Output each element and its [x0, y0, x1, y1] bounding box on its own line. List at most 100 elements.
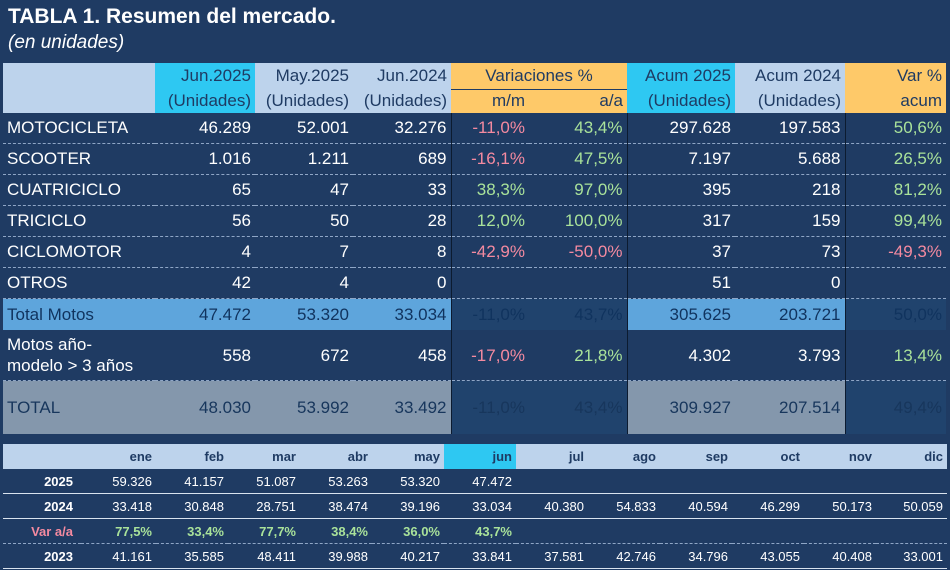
header-mm: m/m [451, 89, 529, 113]
monthly-cell-jun: 43,7% [444, 518, 516, 544]
header-units: (Unidades) [255, 89, 353, 113]
cell-mm: 38,3% [451, 174, 529, 206]
monthly-cell-nov [804, 518, 876, 544]
month-header-mar: mar [228, 444, 300, 469]
monthly-table: ene feb mar abr may jun jul ago sep oct nov dic 202… [3, 444, 947, 569]
monthly-row: 2024 33.418 30.848 28.751 38.474 39.196 33.034… [3, 493, 947, 519]
monthly-cell-jun: 33.034 [444, 493, 516, 519]
monthly-cell-mar: 51.087 [228, 469, 300, 494]
header-units: (Unidades) [155, 89, 255, 113]
cell-jun2024: 458 [353, 330, 452, 381]
cell-aa: 43,4% [529, 113, 628, 144]
cell-mm: -16,1% [451, 143, 529, 175]
row-name: CICLOMOTOR [3, 236, 155, 268]
cell-jun2025: 65 [155, 174, 255, 206]
cell-aa: -50,0% [529, 236, 628, 268]
monthly-cell-oct: 46.299 [732, 493, 804, 519]
monthly-cell-dic [876, 518, 947, 544]
cell-acum2024: 3.793 [735, 330, 845, 381]
table-title: TABLA 1. Resumen del mercado. [8, 5, 336, 28]
cell-var: 99,4% [844, 205, 946, 237]
monthly-cell-jul: 40.380 [516, 493, 588, 519]
monthly-row-label: 2023 [3, 543, 81, 569]
cell-acum2025: 309.927 [627, 380, 735, 434]
monthly-cell-jun: 33.841 [444, 543, 516, 569]
month-header-dic: dic [876, 444, 947, 469]
row-name-line1: Motos año- [7, 335, 93, 354]
header-jun2024: Jun.2024 [353, 63, 451, 89]
cell-mm: -11,0% [451, 298, 529, 330]
cell-acum2024: 0 [735, 267, 845, 299]
cell-may2025: 4 [255, 267, 353, 299]
month-header-ago: ago [588, 444, 660, 469]
cell-acum2024: 73 [735, 236, 845, 268]
cell-may2025: 52.001 [255, 113, 353, 144]
cell-jun2025: 56 [155, 205, 255, 237]
monthly-cell-ago: 42.746 [588, 543, 660, 569]
header-aa: a/a [529, 89, 627, 113]
table-row-ciclomotor: CICLOMOTOR 4 7 8 -42,9% -50,0% 37 73 -49… [3, 236, 946, 268]
cell-jun2025: 42 [155, 267, 255, 299]
monthly-cell-abr: 53.263 [300, 469, 372, 494]
monthly-cell-may: 53.320 [372, 469, 444, 494]
table-row-triciclo: TRICICLO 56 50 28 12,0% 100,0% 317 159 9… [3, 205, 946, 237]
cell-var [844, 267, 946, 299]
header-units: (Unidades) [353, 89, 451, 113]
monthly-cell-feb: 35.585 [156, 543, 228, 569]
monthly-cell-jun: 47.472 [444, 469, 516, 494]
cell-jun2024: 689 [353, 143, 452, 175]
table-row-motocicleta: MOTOCICLETA 46.289 52.001 32.276 -11,0% … [3, 113, 946, 144]
cell-jun2024: 8 [353, 236, 452, 268]
cell-acum2024: 197.583 [735, 113, 845, 144]
cell-jun2025: 46.289 [155, 113, 255, 144]
row-name-line2: modelo > 3 años [7, 356, 134, 375]
cell-jun2024: 33 [353, 174, 452, 206]
cell-mm [451, 267, 529, 299]
row-name: Total Motos [3, 298, 155, 330]
header-acum2025: Acum 2025 [627, 63, 735, 89]
monthly-row: 2023 41.161 35.585 48.411 39.988 40.217 33.841… [3, 543, 947, 569]
cell-may2025: 7 [255, 236, 353, 268]
cell-acum2025: 4.302 [627, 330, 735, 381]
cell-jun2024: 33.034 [353, 298, 452, 330]
cell-var: 49,4% [844, 380, 946, 434]
cell-acum2024: 218 [735, 174, 845, 206]
header-units: (Unidades) [735, 89, 845, 113]
table-subtitle: (en unidades) [8, 32, 125, 53]
cell-jun2024: 33.492 [353, 380, 452, 434]
cell-acum2025: 297.628 [627, 113, 735, 144]
monthly-cell-may: 40.217 [372, 543, 444, 569]
cell-jun2025: 4 [155, 236, 255, 268]
monthly-cell-jul [516, 469, 588, 494]
monthly-cell-ago [588, 469, 660, 494]
cell-mm: -11,0% [451, 380, 529, 434]
cell-acum2025: 317 [627, 205, 735, 237]
cell-acum2024: 203.721 [735, 298, 845, 330]
monthly-cell-dic: 33.001 [876, 543, 947, 569]
monthly-cell-sep: 34.796 [660, 543, 732, 569]
monthly-cell-abr: 39.988 [300, 543, 372, 569]
cell-aa: 47,5% [529, 143, 628, 175]
month-header-abr: abr [300, 444, 372, 469]
monthly-body: 2025 59.326 41.157 51.087 53.263 53.320 47.472… [3, 469, 947, 569]
cell-jun2024: 28 [353, 205, 452, 237]
month-header-sep: sep [660, 444, 732, 469]
monthly-row: 2025 59.326 41.157 51.087 53.263 53.320 47.472 [3, 469, 947, 494]
row-name: TRICICLO [3, 205, 155, 237]
monthly-cell-mar: 77,7% [228, 518, 300, 544]
cell-may2025: 672 [255, 330, 353, 381]
row-name: TOTAL [3, 380, 155, 434]
cell-var: 26,5% [844, 143, 946, 175]
cell-jun2025: 1.016 [155, 143, 255, 175]
cell-acum2024: 207.514 [735, 380, 845, 434]
monthly-cell-may: 36,0% [372, 518, 444, 544]
cell-var: 50,0% [844, 298, 946, 330]
table-row-otros: OTROS 42 4 0 51 0 [3, 267, 946, 299]
monthly-row-label: 2025 [3, 469, 81, 494]
monthly-cell-sep [660, 518, 732, 544]
month-header-oct: oct [732, 444, 804, 469]
table-row-scooter: SCOOTER 1.016 1.211 689 -16,1% 47,5% 7.1… [3, 143, 946, 175]
row-name: OTROS [3, 267, 155, 299]
cell-var: -49,3% [844, 236, 946, 268]
monthly-cell-nov: 50.173 [804, 493, 876, 519]
